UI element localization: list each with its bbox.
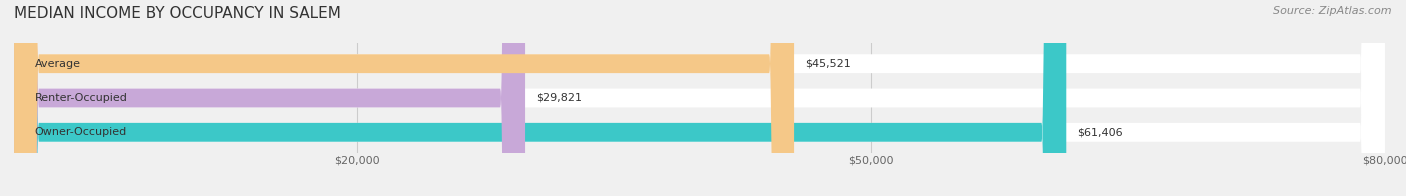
Text: Source: ZipAtlas.com: Source: ZipAtlas.com	[1274, 6, 1392, 16]
Text: $61,406: $61,406	[1077, 127, 1123, 137]
FancyBboxPatch shape	[14, 0, 1066, 196]
Text: Owner-Occupied: Owner-Occupied	[35, 127, 127, 137]
Text: MEDIAN INCOME BY OCCUPANCY IN SALEM: MEDIAN INCOME BY OCCUPANCY IN SALEM	[14, 6, 340, 21]
Text: $29,821: $29,821	[536, 93, 582, 103]
Text: $45,521: $45,521	[806, 59, 851, 69]
FancyBboxPatch shape	[14, 0, 1385, 196]
FancyBboxPatch shape	[14, 0, 524, 196]
FancyBboxPatch shape	[14, 0, 1385, 196]
Text: Renter-Occupied: Renter-Occupied	[35, 93, 128, 103]
Text: Average: Average	[35, 59, 80, 69]
FancyBboxPatch shape	[14, 0, 1385, 196]
FancyBboxPatch shape	[14, 0, 794, 196]
